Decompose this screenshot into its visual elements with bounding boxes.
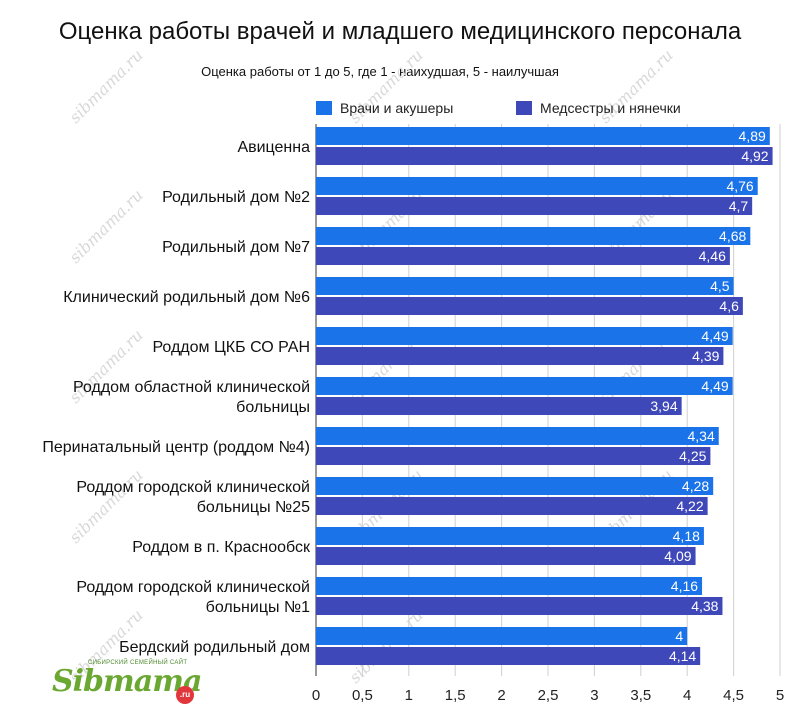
bar-series-2: [316, 347, 724, 365]
watermark-text: sibmama.ru: [345, 605, 426, 686]
sibmama-logo[interactable]: СИБИРСКИЙ СЕМЕЙНЫЙ САЙТ Sibmama .ru: [52, 660, 202, 706]
watermark-text: sibmama.ru: [65, 45, 146, 126]
data-label-series-1: 4,34: [688, 428, 715, 444]
data-label-series-2: 4,46: [699, 248, 726, 264]
data-label-series-2: 4,14: [669, 648, 696, 664]
bar-series-2: [316, 147, 773, 165]
x-tick-label: 0,5: [352, 687, 373, 704]
category-label: Роддом в п. Краснообск: [132, 539, 311, 556]
x-tick-label: 4: [683, 687, 691, 704]
x-tick-label: 1,5: [445, 687, 466, 704]
bar-series-1: [316, 177, 758, 195]
category-label: Роддом ЦКБ СО РАН: [152, 339, 310, 356]
bar-series-2: [316, 597, 723, 615]
data-label-series-1: 4: [675, 628, 683, 644]
category-label: больницы: [236, 399, 310, 416]
data-label-series-1: 4,18: [673, 528, 700, 544]
legend-swatch-1: [316, 101, 332, 115]
bar-series-1: [316, 277, 734, 295]
category-label: Роддом городской клинической: [76, 579, 310, 596]
legend-label-2: Медсестры и нянечки: [540, 100, 681, 116]
data-label-series-2: 4,39: [692, 348, 719, 364]
legend-label-1: Врачи и акушеры: [340, 100, 453, 116]
category-label: Перинатальный центр (роддом №4): [42, 439, 310, 456]
category-label: Роддом областной клинической: [73, 379, 310, 396]
bar-series-1: [316, 127, 770, 145]
x-tick-label: 2: [497, 687, 505, 704]
bar-series-1: [316, 377, 733, 395]
category-label: Родильный дом №7: [162, 239, 310, 256]
bar-series-2: [316, 647, 701, 665]
bar-series-2: [316, 447, 711, 465]
bar-series-1: [316, 427, 719, 445]
data-label-series-1: 4,76: [726, 178, 753, 194]
data-label-series-2: 4,7: [729, 198, 749, 214]
data-label-series-1: 4,89: [739, 128, 766, 144]
category-label: больницы №25: [197, 499, 310, 516]
data-label-series-1: 4,5: [710, 278, 730, 294]
x-tick-label: 3: [590, 687, 598, 704]
watermark-text: sibmama.ru: [65, 185, 146, 266]
bar-series-1: [316, 627, 688, 645]
bar-series-2: [316, 397, 682, 415]
data-label-series-1: 4,68: [719, 228, 746, 244]
data-label-series-1: 4,28: [682, 478, 709, 494]
bar-series-1: [316, 527, 704, 545]
data-label-series-2: 4,6: [719, 298, 739, 314]
data-label-series-2: 4,22: [676, 498, 703, 514]
x-tick-label: 4,5: [723, 687, 744, 704]
data-label-series-1: 4,49: [701, 378, 728, 394]
data-label-series-2: 4,09: [664, 548, 691, 564]
bar-series-2: [316, 247, 730, 265]
data-label-series-2: 3,94: [650, 398, 677, 414]
x-tick-label: 3,5: [630, 687, 651, 704]
category-label: Бердский родильный дом: [119, 639, 310, 656]
data-label-series-1: 4,16: [671, 578, 698, 594]
x-tick-label: 1: [405, 687, 413, 704]
category-label: Клинический родильный дом №6: [63, 289, 310, 306]
chart-subtitle: Оценка работы от 1 до 5, где 1 - наихудш…: [201, 64, 559, 79]
legend-swatch-2: [516, 101, 532, 115]
data-label-series-2: 4,92: [741, 148, 768, 164]
watermark-text: sibmama.ru: [65, 465, 146, 546]
bar-series-2: [316, 297, 743, 315]
data-label-series-1: 4,49: [701, 328, 728, 344]
category-label: Роддом городской клинической: [76, 479, 310, 496]
bar-series-1: [316, 227, 751, 245]
bar-series-2: [316, 547, 696, 565]
data-label-series-2: 4,38: [691, 598, 718, 614]
bar-series-2: [316, 497, 708, 515]
bar-series-1: [316, 477, 714, 495]
bar-series-2: [316, 197, 753, 215]
bar-series-1: [316, 327, 733, 345]
bar-series-1: [316, 577, 703, 595]
x-tick-label: 2,5: [538, 687, 559, 704]
logo-tagline: СИБИРСКИЙ СЕМЕЙНЫЙ САЙТ: [88, 660, 188, 666]
logo-ru-badge: .ru: [176, 686, 194, 704]
chart-title: Оценка работы врачей и младшего медицинс…: [58, 18, 742, 45]
category-label: Родильный дом №2: [162, 189, 310, 206]
x-tick-label: 5: [776, 687, 784, 704]
category-label: Авиценна: [237, 139, 310, 156]
x-tick-label: 0: [312, 687, 320, 704]
category-label: больницы №1: [206, 599, 310, 616]
data-label-series-2: 4,25: [679, 448, 706, 464]
